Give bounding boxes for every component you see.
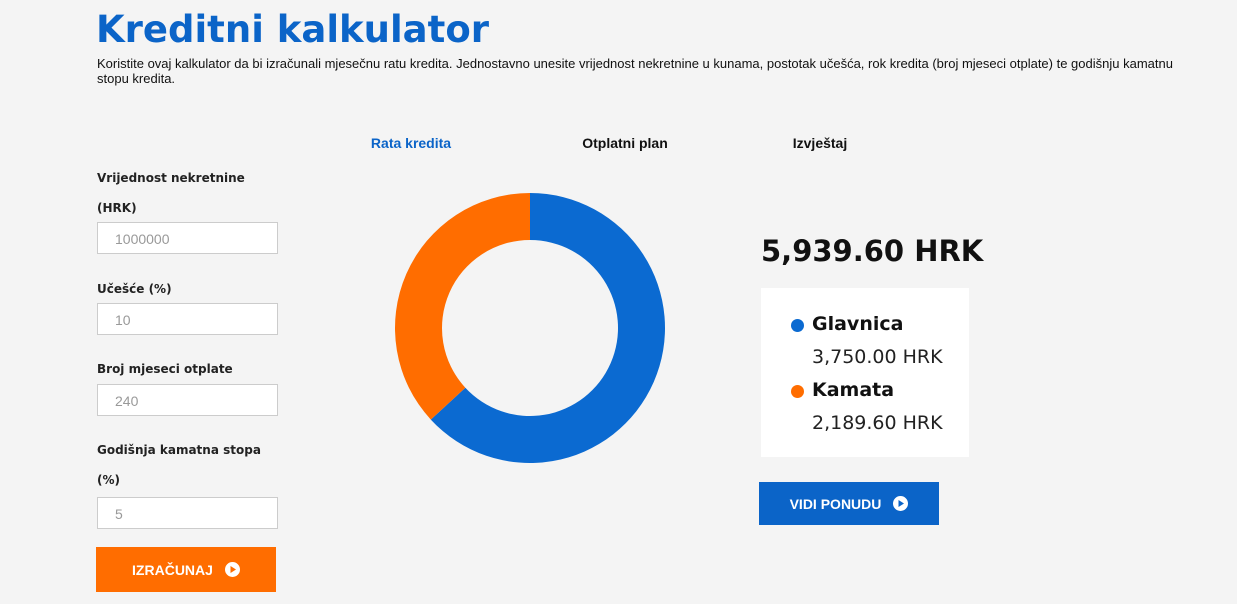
play-icon	[224, 562, 240, 577]
field-label: (%)	[97, 473, 120, 487]
input[interactable]: 240	[97, 384, 278, 416]
legend-dot	[791, 385, 804, 398]
calculate-button[interactable]: IZRAČUNAJ	[96, 547, 276, 592]
input[interactable]: 5	[97, 497, 278, 529]
total: 5,939.60 HRK	[761, 234, 984, 268]
donut-segment	[430, 193, 665, 463]
button-label: VIDI PONUDU	[789, 495, 882, 512]
tab[interactable]: Rata kredita	[370, 135, 452, 151]
field-label: Učešće (%)	[97, 282, 172, 296]
field-label: Broj mjeseci otplate	[97, 362, 233, 376]
legend-value: 2,189.60 HRK	[812, 412, 943, 434]
description: Koristite ovaj kalkulator da bi izračuna…	[97, 56, 1173, 86]
legend-label: Kamata	[812, 379, 895, 401]
input[interactable]: 10	[97, 303, 278, 335]
donut-segment	[395, 193, 530, 420]
legend-dot	[791, 319, 804, 332]
legend-value: 3,750.00 HRK	[812, 346, 943, 368]
field-label: Vrijednost nekretnine	[97, 171, 245, 185]
tab[interactable]: Izvještaj	[792, 135, 848, 151]
play-icon	[893, 496, 909, 511]
field-label: Godišnja kamatna stopa	[97, 443, 261, 457]
input[interactable]: 1000000	[97, 222, 278, 254]
button-label: IZRAČUNAJ	[132, 561, 213, 578]
donut-chart	[395, 193, 665, 463]
offer-button[interactable]: VIDI PONUDU	[759, 482, 939, 525]
field-label: (HRK)	[97, 201, 137, 215]
legend-label: Glavnica	[812, 313, 904, 335]
page-title: Kreditni kalkulator	[96, 8, 489, 51]
legend: Glavnica 3,750.00 HRK Kamata 2,189.60 HR…	[761, 288, 969, 457]
tab[interactable]: Otplatni plan	[582, 135, 668, 151]
